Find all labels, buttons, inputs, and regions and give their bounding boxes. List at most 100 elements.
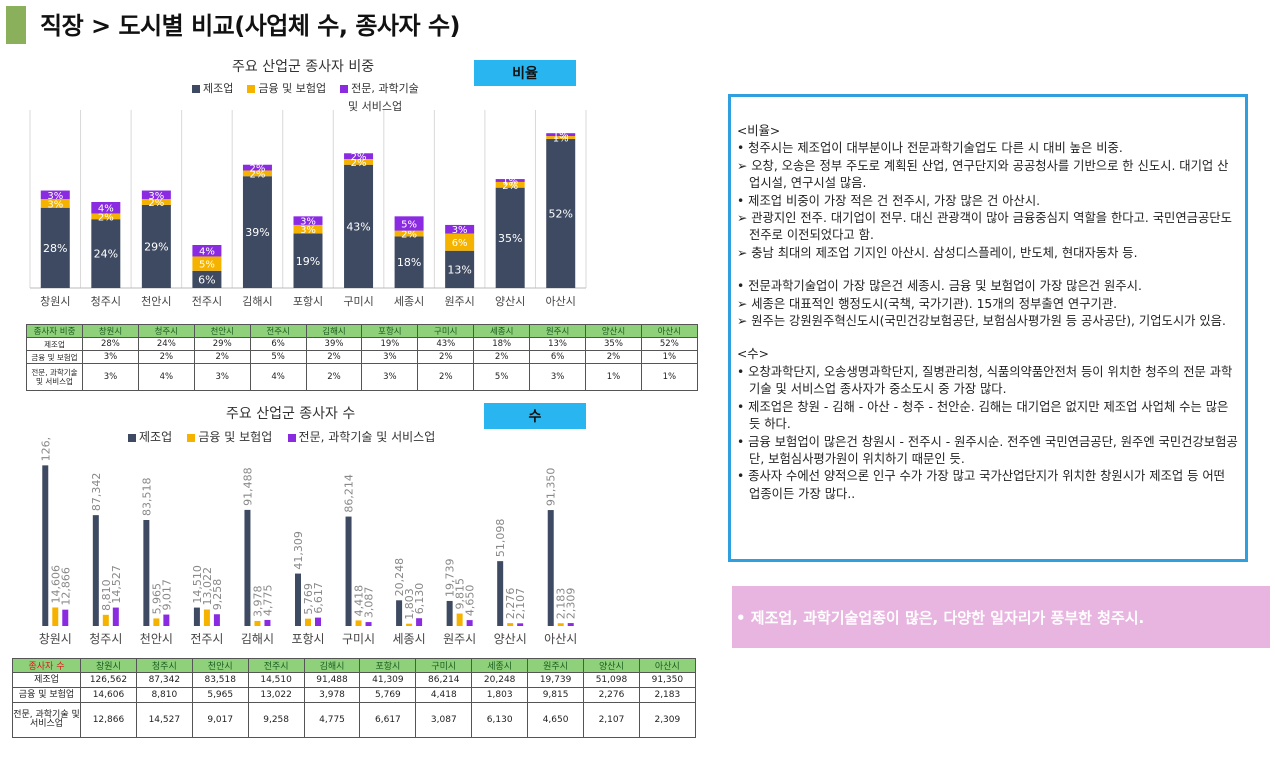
table-column-header: 포항시 <box>361 324 419 338</box>
table-cell: 2% <box>473 350 531 364</box>
ratio-data-label: 35% <box>498 232 522 245</box>
table-column-header: 세종시 <box>471 658 529 673</box>
ratio-bar-manufacturing <box>242 176 272 288</box>
ratio-bar-manufacturing <box>445 250 475 288</box>
legend-item-finance: 금융 및 보험업 <box>247 82 326 95</box>
ratio-bar-science <box>344 153 374 159</box>
ratio-category-label: 창원시 <box>40 295 70 308</box>
count-data-label: 3,978 <box>251 585 264 616</box>
ratio-data-label: 2% <box>351 158 367 169</box>
ratio-data-label: 5% <box>401 220 417 231</box>
ratio-category-label: 원주시 <box>444 295 474 308</box>
note-spacer <box>737 330 1239 346</box>
table-cell: 86,214 <box>415 672 473 688</box>
ratio-bar-finance <box>242 170 272 177</box>
table-cell: 9,815 <box>527 687 585 703</box>
count-bar-science <box>213 614 220 626</box>
table-cell: 6% <box>249 337 307 351</box>
ratio-bar-science <box>91 202 121 214</box>
count-bar-manufacturing <box>295 573 301 626</box>
note-count-heading: <수> <box>737 347 769 362</box>
ratio-bar-manufacturing <box>293 233 323 288</box>
count-chart-legend: 제조업 금융 및 보험업 전문, 과학기술 및 서비스업 <box>128 428 435 445</box>
table-column-header: 양산시 <box>585 324 642 338</box>
table-row: 전문, 과학기술 및 서비스업 12,866 14,527 9,017 9,258 4,7… <box>12 702 696 738</box>
count-data-label: 14,527 <box>110 565 123 604</box>
table-cell: 6,617 <box>359 702 417 738</box>
ratio-category-label: 양산시 <box>495 295 525 308</box>
page-title: 직장 > 도시별 비교(사업체 수, 종사자 수) <box>40 12 461 40</box>
table-cell: 14,510 <box>247 672 305 688</box>
ratio-bar-science <box>546 133 576 137</box>
table-cell: 91,350 <box>638 672 696 688</box>
table-cell: 2% <box>417 363 475 391</box>
count-bar-finance <box>355 620 362 626</box>
table-cell: 2,276 <box>583 687 640 703</box>
table-column-header: 김해시 <box>303 658 361 673</box>
count-tag: 수 <box>484 403 586 429</box>
count-data-label: 2,276 <box>504 588 517 620</box>
note-count-line: • 금융 보험업이 많은건 창원시 - 전주시 - 원주시순. 전주엔 국민연금… <box>737 434 1238 466</box>
count-bar-manufacturing <box>446 600 453 626</box>
table-column-header: 천안시 <box>191 658 249 673</box>
table-cell: 2,183 <box>638 687 696 703</box>
note-ratio-line: ➢ 충남 최대의 제조업 기지인 아산시. 삼성디스플레이, 반도체, 현대자동… <box>737 245 1138 260</box>
table-row: 금융 및 보험업 14,606 8,810 5,965 13,022 3,978 5,769… <box>12 687 696 703</box>
count-category-label: 청주시 <box>89 632 122 646</box>
table-cell: 28% <box>82 337 139 351</box>
table-column-header: 창원시 <box>82 324 139 338</box>
ratio-data-label: 2% <box>250 164 266 175</box>
table-cell: 4,650 <box>527 702 585 738</box>
legend-item-science: 전문, 과학기술 및 서비스업 <box>287 430 435 444</box>
ratio-chart-title: 주요 산업군 종사자 비중 <box>232 59 375 75</box>
ratio-chart-legend: 제조업 금융 및 보험업 전문, 과학기술 및 서비스업 <box>192 80 419 114</box>
count-bar-manufacturing <box>396 600 403 626</box>
table-column-header: 창원시 <box>80 658 137 673</box>
table-cell: 39% <box>305 337 363 351</box>
ratio-bar-science <box>394 216 424 231</box>
count-data-label: 126,562 <box>39 436 52 461</box>
count-bar-finance <box>406 623 413 626</box>
table-cell: 9,017 <box>191 702 249 738</box>
count-bar-manufacturing <box>497 561 504 626</box>
ratio-category-label: 전주시 <box>192 295 222 308</box>
count-data-label: 12,866 <box>59 567 72 606</box>
note-ratio-line: ➢ 오창, 오송은 정부 주도로 계획된 산업, 연구단지와 공공청사를 기반으… <box>737 158 1229 191</box>
table-cell: 4,775 <box>303 702 361 738</box>
count-bar-finance <box>557 623 564 626</box>
table-cell: 6,130 <box>471 702 529 738</box>
count-data-label: 91,350 <box>545 468 558 507</box>
table-column-header: 원주시 <box>527 658 585 673</box>
count-category-label: 구미시 <box>342 632 375 646</box>
table-cell: 2,107 <box>583 702 640 738</box>
table-header-row: 종사자 비중 창원시 청주시 천안시 전주시 김해시 포항시 구미시 세종시 원주시 양산시 아산시 <box>26 324 698 338</box>
count-bar-science <box>567 623 574 626</box>
ratio-data-label: 3% <box>148 191 164 202</box>
count-category-label: 창원시 <box>39 632 72 646</box>
table-column-header: 전주시 <box>249 324 307 338</box>
count-category-label: 전주시 <box>190 632 223 646</box>
table-column-header: 전주시 <box>247 658 305 673</box>
table-column-header: 청주시 <box>135 658 193 673</box>
table-cell: 51,098 <box>583 672 640 688</box>
ratio-bar-finance <box>40 199 70 208</box>
note-ratio-line: • 청주시는 제조업이 대부분이나 전문과학기술업도 다른 시 대비 높은 비중… <box>737 141 1123 156</box>
ratio-data-label: 2% <box>148 198 164 209</box>
ratio-category-label: 김해시 <box>242 294 272 308</box>
count-data-label: 5,965 <box>150 583 163 615</box>
ratio-data-label: 1% <box>553 134 569 145</box>
table-column-header: 구미시 <box>415 658 473 673</box>
note-ratio-line: ➢ 관광지인 전주. 대기업이 전무. 대신 관광객이 많아 금융중심지 역할을… <box>737 211 1232 243</box>
count-bar-science <box>163 614 170 626</box>
count-data-label: 6,130 <box>413 583 426 615</box>
count-bar-finance <box>254 620 261 626</box>
table-cell: 2,309 <box>638 702 696 738</box>
table-cell: 19,739 <box>527 672 585 688</box>
table-cell: 5% <box>473 363 531 391</box>
note-ratio-line: • 제조업 비중이 가장 적은 건 전주시, 가장 많은 건 아산시. <box>737 193 1041 208</box>
table-cell: 20,248 <box>471 672 529 688</box>
count-bar-manufacturing <box>143 519 150 626</box>
table-cell: 3% <box>82 363 139 391</box>
count-bar-finance <box>456 613 463 626</box>
table-cell: 9,258 <box>247 702 305 738</box>
